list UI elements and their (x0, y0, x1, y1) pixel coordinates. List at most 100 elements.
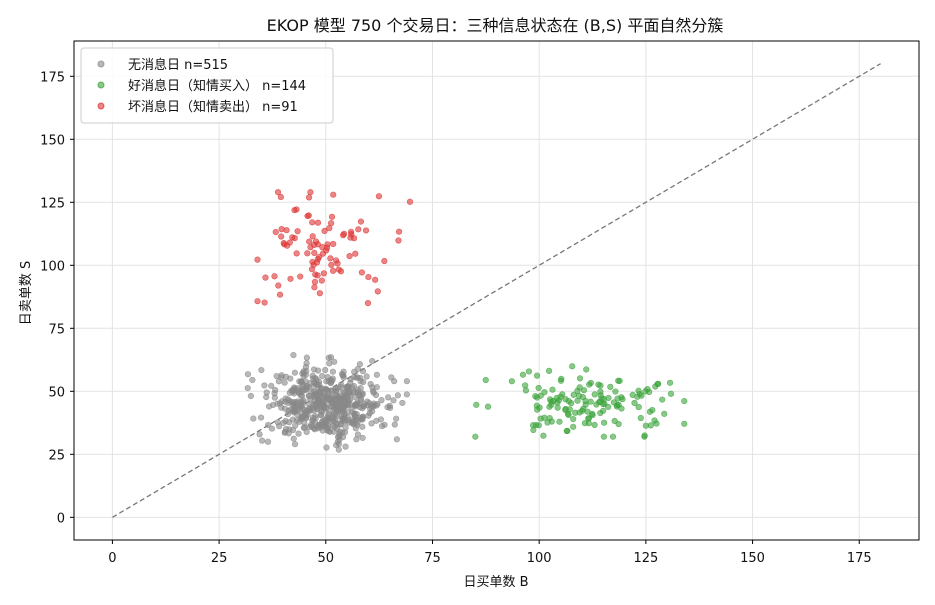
x-tick-label: 100 (527, 551, 552, 566)
data-point (525, 368, 533, 375)
series-2-points (254, 189, 414, 307)
data-point (306, 423, 313, 430)
data-point (262, 274, 269, 281)
data-point (291, 402, 298, 410)
data-point (607, 383, 614, 390)
data-point (472, 433, 479, 440)
data-point (395, 228, 403, 235)
data-point (641, 433, 648, 440)
data-point (613, 403, 620, 410)
data-point (289, 416, 297, 423)
x-tick-label: 50 (318, 551, 335, 566)
data-point (342, 443, 349, 450)
data-point (557, 377, 565, 384)
data-point (259, 437, 266, 444)
data-point (353, 436, 360, 443)
data-point (644, 386, 651, 393)
data-point (549, 386, 556, 393)
data-point (629, 391, 636, 398)
data-point (391, 378, 398, 385)
grid (74, 41, 919, 540)
data-point (482, 376, 489, 384)
data-point (265, 421, 272, 429)
data-point (257, 414, 265, 421)
data-point (280, 419, 287, 426)
data-point (351, 388, 358, 395)
data-point (484, 403, 492, 410)
data-point (284, 411, 292, 418)
data-point (351, 412, 359, 419)
data-point (540, 432, 547, 439)
data-point (403, 378, 410, 385)
data-point (570, 391, 577, 398)
data-point (570, 423, 577, 430)
data-point (394, 392, 401, 399)
data-point (659, 396, 666, 403)
data-point (532, 393, 539, 400)
data-point (359, 423, 366, 430)
data-point (330, 191, 337, 198)
data-point (609, 433, 617, 440)
data-point (334, 407, 341, 414)
legend-marker (97, 81, 105, 89)
data-point (642, 422, 650, 429)
data-point (349, 420, 357, 427)
data-point (359, 434, 366, 442)
data-point (393, 415, 400, 422)
data-point (377, 416, 384, 423)
y-axis-ticks: 0 25 50 75 100 125 150 175 (40, 70, 74, 526)
x-tick-label: 0 (108, 551, 116, 566)
plot-area (73, 40, 920, 541)
x-tick-label: 150 (740, 551, 765, 566)
data-point (278, 398, 285, 405)
data-point (361, 400, 368, 407)
data-point (293, 206, 300, 213)
data-point (353, 399, 361, 407)
data-point (325, 428, 332, 435)
x-tick-label: 75 (424, 551, 441, 566)
data-point (580, 387, 588, 394)
data-point (393, 436, 400, 443)
data-points (244, 189, 688, 453)
data-point (302, 364, 310, 371)
data-point (306, 404, 313, 412)
data-point (373, 384, 380, 391)
data-point (576, 375, 584, 382)
y-tick-label: 50 (48, 385, 65, 400)
data-point (244, 384, 251, 392)
data-point (369, 388, 377, 395)
data-point (342, 424, 349, 431)
data-point (274, 189, 282, 196)
data-point (666, 379, 674, 386)
data-point (533, 402, 540, 409)
reference-line-layer (112, 63, 881, 518)
data-point (324, 387, 331, 394)
data-point (346, 389, 353, 396)
data-point (587, 398, 594, 405)
data-point (271, 390, 278, 397)
data-point (258, 366, 265, 374)
y-tick-label: 150 (40, 133, 65, 148)
data-point (399, 399, 406, 407)
data-point (616, 377, 623, 385)
data-point (314, 392, 321, 399)
data-point (368, 420, 375, 427)
data-point (473, 401, 480, 408)
data-point (375, 193, 383, 200)
data-point (368, 403, 375, 410)
data-point (329, 415, 336, 422)
data-point (261, 299, 268, 306)
data-point (337, 383, 344, 390)
legend: 无消息日 n=515 好消息日（知情买入） n=144 坏消息日（知情卖出） n=9… (80, 47, 334, 124)
data-point (325, 354, 332, 361)
data-point (348, 231, 355, 238)
y-tick-label: 0 (57, 511, 65, 526)
data-point (522, 387, 530, 394)
data-point (331, 358, 338, 365)
data-point (329, 267, 337, 274)
data-point (303, 354, 310, 361)
data-point (403, 391, 410, 398)
data-point (316, 290, 323, 297)
data-point (358, 269, 365, 276)
